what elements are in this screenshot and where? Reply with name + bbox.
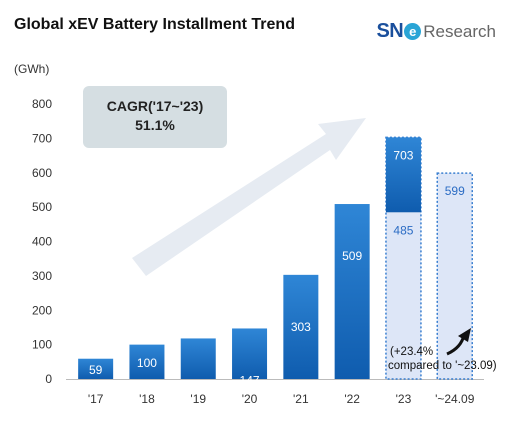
growth-arrow-icon <box>132 118 366 276</box>
x-tick-label: '~24.09 <box>435 392 475 406</box>
x-tick-label: '20 <box>242 392 258 406</box>
bar <box>232 328 268 379</box>
bar <box>283 274 319 379</box>
x-tick-label: '18 <box>139 392 155 406</box>
y-tick-label: 0 <box>45 372 52 386</box>
bar-value-label: 59 <box>89 363 103 377</box>
bar-value-label: 599 <box>445 184 465 198</box>
logo-research-text: Research <box>423 21 496 41</box>
annotation-line-1: (+23.4% <box>390 346 433 358</box>
cagr-callout: CAGR('17~'23) 51.1% <box>83 86 227 148</box>
sne-research-logo: SN e Research <box>376 20 496 43</box>
y-tick-label: 600 <box>32 166 52 180</box>
x-tick-label: '22 <box>344 392 360 406</box>
y-tick-label: 700 <box>32 131 52 145</box>
bar-value-label: 703 <box>393 148 413 162</box>
bar <box>180 338 216 379</box>
bar-value-label: 303 <box>291 320 311 334</box>
bar-projection <box>436 172 473 380</box>
bar-partial-value-label: 485 <box>393 223 413 237</box>
bar <box>78 358 114 379</box>
x-tick-label: '21 <box>293 392 309 406</box>
bar-value-label: 100 <box>137 356 157 370</box>
annotation-line-2: compared to '~23.09) <box>388 360 497 372</box>
bar <box>129 344 165 379</box>
y-axis: 0 100 200 300 400 500 600 700 800 <box>32 97 484 386</box>
cagr-value: 51.1% <box>135 117 175 133</box>
chart-title: Global xEV Battery Installment Trend <box>14 16 295 33</box>
y-tick-label: 100 <box>32 338 52 352</box>
bar-2023-solid-segment <box>385 137 421 213</box>
logo-sn-text: SN <box>376 20 404 42</box>
bar-value-label: 509 <box>342 249 362 263</box>
bar-value-label: 147 <box>240 373 260 387</box>
cagr-label: CAGR('17~'23) <box>107 98 204 114</box>
y-tick-label: 200 <box>32 303 52 317</box>
y-tick-label: 800 <box>32 97 52 111</box>
x-tick-label: '17 <box>88 392 104 406</box>
bar-series: 59 100 118 147 303 509 703 485 599 <box>78 136 473 397</box>
y-tick-label: 500 <box>32 200 52 214</box>
bar <box>334 204 370 379</box>
x-tick-label: '23 <box>396 392 412 406</box>
bar-value-label: 118 <box>189 383 208 397</box>
x-tick-label: '19 <box>190 392 206 406</box>
y-axis-unit: (GWh) <box>14 62 49 76</box>
x-axis: '17 '18 '19 '20 '21 '22 '23 '~24.09 <box>88 392 475 406</box>
y-tick-label: 300 <box>32 269 52 283</box>
curved-arrow-head-icon <box>458 328 471 342</box>
growth-annotation: (+23.4% compared to '~23.09) <box>388 328 497 372</box>
y-tick-label: 400 <box>32 235 52 249</box>
logo-e-circle: e <box>404 23 422 40</box>
